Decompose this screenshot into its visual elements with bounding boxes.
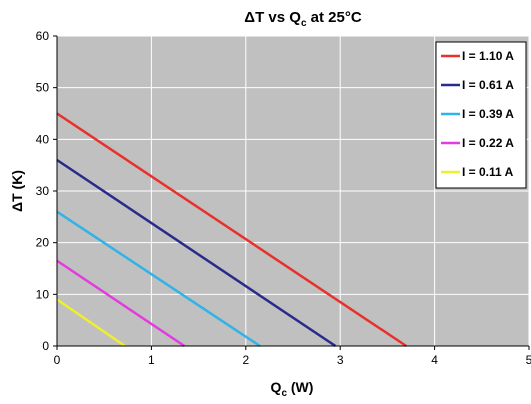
x-tick-label-5: 5 (526, 353, 531, 367)
y-axis-label: ΔT (K) (9, 170, 25, 212)
chart-title: ΔT vs Qc at 25°C (244, 9, 362, 29)
series-line-3 (56, 259, 186, 348)
chart-title-main: ΔT vs Q (244, 9, 301, 26)
legend-label-4: I = 0.11 A (462, 165, 514, 179)
x-tick-label-4: 4 (431, 353, 438, 367)
x-axis-label: Qc (W) (271, 379, 314, 399)
x-axis-label-main: Q (271, 379, 282, 395)
tick-labels: 0 10 20 30 40 50 60 0 1 2 3 4 5 (36, 29, 531, 367)
x-tick-label-0: 0 (54, 353, 61, 367)
chart-title-suffix: at 25°C (307, 9, 362, 26)
axes (53, 35, 530, 350)
x-tick-label-2: 2 (242, 353, 249, 367)
legend-label-0: I = 1.10 A (462, 49, 514, 63)
y-tick-label-5: 50 (36, 81, 50, 95)
legend: I = 1.10 A I = 0.61 A I = 0.39 A I = 0.22 A… (435, 41, 527, 189)
series-lines (56, 112, 407, 348)
x-tick-label-1: 1 (148, 353, 155, 367)
y-tick-label-2: 20 (36, 236, 50, 250)
y-tick-label-6: 60 (36, 29, 50, 43)
x-tick-label-3: 3 (337, 353, 344, 367)
y-tick-label-1: 10 (36, 287, 50, 301)
series-line-4 (56, 298, 126, 348)
series-line-2 (56, 210, 261, 348)
legend-label-3: I = 0.22 A (462, 136, 514, 150)
legend-label-1: I = 0.61 A (462, 78, 514, 92)
legend-label-2: I = 0.39 A (462, 107, 514, 121)
chart-title-sub: c (301, 18, 307, 29)
x-axis-label-sub: c (281, 388, 287, 399)
series-line-1 (56, 158, 337, 348)
x-axis-label-suffix: (W) (287, 379, 313, 395)
y-tick-label-0: 0 (42, 339, 49, 353)
series-line-0 (56, 112, 407, 348)
y-tick-label-3: 30 (36, 184, 50, 198)
y-tick-label-4: 40 (36, 132, 50, 146)
